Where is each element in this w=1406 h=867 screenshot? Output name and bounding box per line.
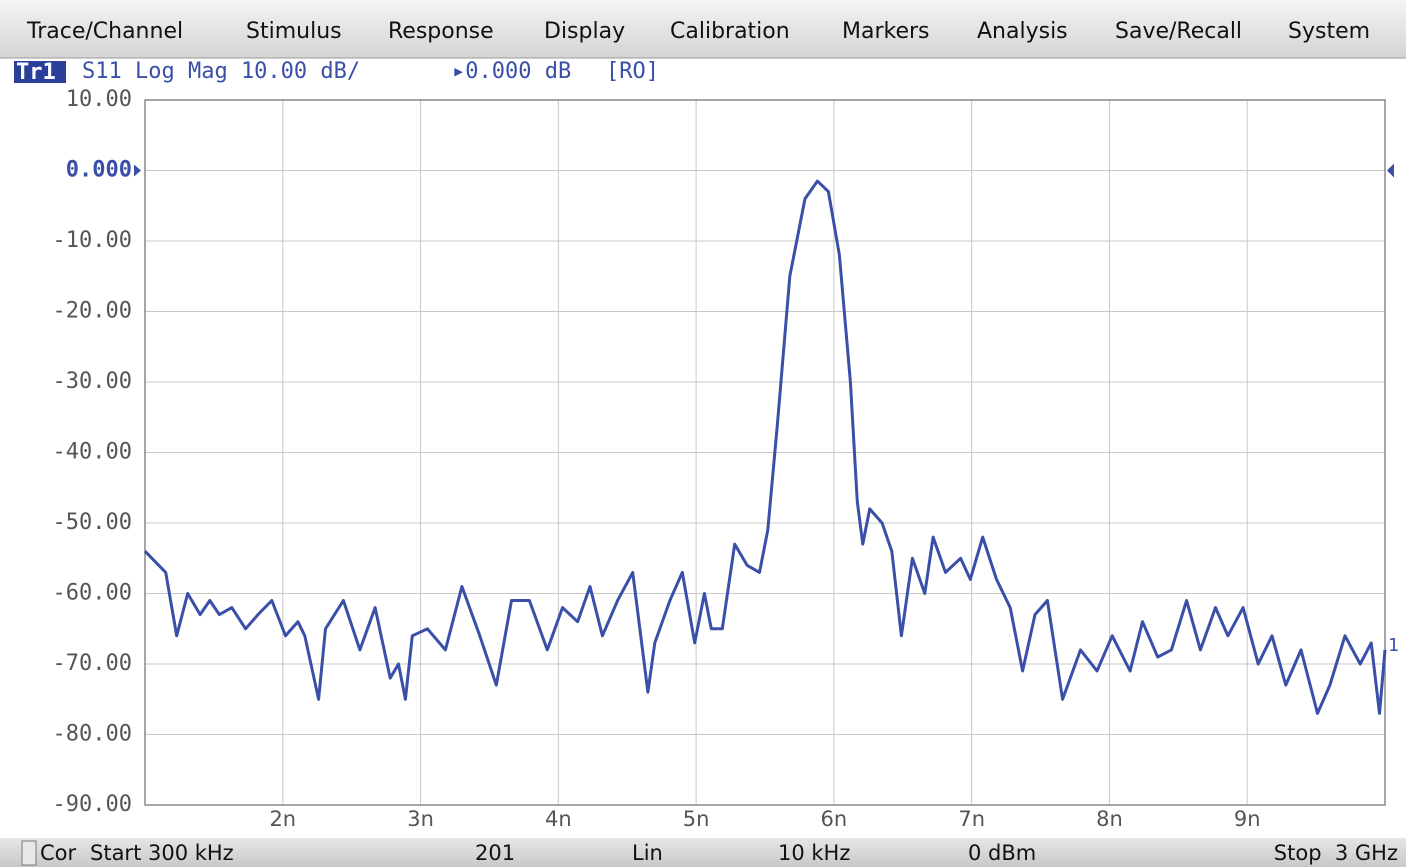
y-tick-label: -80.00 (53, 722, 132, 747)
y-tick-label: -90.00 (53, 792, 132, 817)
y-tick-label: -40.00 (53, 440, 132, 465)
status-item: Cor (40, 841, 77, 865)
status-indicator (21, 840, 37, 866)
y-tick-label: -50.00 (53, 510, 132, 535)
reference-marker-right (1387, 163, 1394, 178)
trace-measurement: S11 Log Mag 10.00 dB/ (82, 59, 360, 84)
y-tick-label: -10.00 (53, 228, 132, 253)
y-tick-label: -20.00 (53, 299, 132, 324)
x-tick-label: 6n (821, 807, 848, 831)
x-tick-label: 8n (1096, 807, 1123, 831)
menu-item[interactable]: Response (388, 19, 494, 44)
menu-item[interactable]: Calibration (670, 19, 790, 44)
trace-line (143, 179, 1387, 715)
status-bar (0, 838, 1406, 867)
y-tick-label: -70.00 (53, 651, 132, 676)
menu-item[interactable]: Display (544, 19, 625, 44)
status-item: Lin (632, 841, 663, 865)
x-tick-label: 2n (269, 807, 296, 831)
status-item: 10 kHz (778, 841, 850, 865)
x-tick-label: 5n (683, 807, 710, 831)
status-item: 201 (475, 841, 515, 865)
x-tick-label: 4n (545, 807, 572, 831)
x-tick-label: 3n (407, 807, 434, 831)
trace-reference: ▸0.000 dB (452, 59, 571, 84)
menu-bar (0, 0, 1406, 58)
menu-item[interactable]: Analysis (977, 19, 1068, 44)
reference-marker-left (134, 164, 141, 177)
status-item: Stop 3 GHz (1274, 841, 1398, 865)
x-tick-label: 9n (1234, 807, 1261, 831)
menu-item[interactable]: Save/Recall (1115, 19, 1242, 44)
y-tick-label: -60.00 (53, 581, 132, 606)
trace-id: Tr1 (16, 60, 56, 85)
status-item: 0 dBm (968, 841, 1036, 865)
trace-end-label: 1 (1388, 635, 1399, 656)
menu-item[interactable]: Markers (842, 19, 930, 44)
menu-item[interactable]: Stimulus (246, 19, 342, 44)
y-tick-label: 10.00 (66, 87, 132, 112)
y-tick-label: 0.000 (66, 158, 132, 183)
menu-item[interactable]: System (1288, 19, 1370, 44)
y-tick-label: -30.00 (53, 369, 132, 394)
trace-id-box (14, 61, 66, 83)
status-item: Start 300 kHz (90, 841, 234, 865)
trace-mode: [RO] (606, 59, 659, 84)
plot-frame (144, 99, 1386, 806)
x-tick-label: 7n (958, 807, 985, 831)
menu-item[interactable]: Trace/Channel (26, 19, 183, 44)
